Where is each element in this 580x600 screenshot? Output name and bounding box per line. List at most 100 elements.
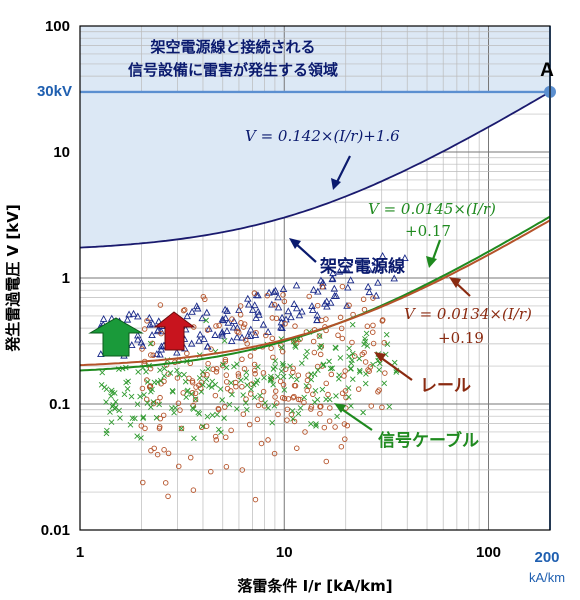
rail-point: [281, 298, 288, 305]
overhead-point: [317, 276, 325, 284]
rail-point: [301, 399, 307, 406]
signal-point: [298, 360, 305, 366]
signal-point: [329, 365, 336, 371]
signal-point: [292, 344, 299, 350]
rail-point: [212, 392, 219, 399]
signal-point: [271, 403, 278, 409]
signal-point: [333, 393, 339, 399]
rail-point: [255, 402, 262, 409]
signal-point: [280, 373, 287, 380]
signal-point: [205, 366, 211, 372]
overhead-equation: V = 0.142×(I/r)+1.6: [245, 127, 400, 145]
signal-point: [313, 423, 319, 429]
signal-point: [161, 373, 167, 379]
rail-point: [332, 424, 338, 430]
signal-point: [281, 387, 288, 393]
fit-line-2: [79, 219, 551, 367]
signal-point: [319, 386, 326, 393]
rail-point: [238, 320, 244, 326]
signal-point: [129, 415, 136, 422]
y-tick-label: 10: [53, 144, 70, 161]
overhead-point: [238, 333, 246, 341]
signal-point: [391, 359, 398, 366]
rail-point: [242, 337, 249, 343]
overhead-point: [221, 314, 230, 322]
rail-point: [187, 454, 194, 461]
rail-point: [271, 302, 278, 308]
signal-point: [244, 406, 250, 413]
rail-point: [228, 427, 234, 434]
overhead-point: [321, 299, 329, 307]
signal-point: [144, 400, 151, 406]
rail-point: [302, 429, 308, 435]
signal-point: [278, 368, 285, 374]
signal-point: [103, 399, 109, 405]
rail-point: [355, 386, 362, 392]
signal-point: [138, 435, 144, 441]
overhead-point: [309, 285, 318, 293]
signal-point: [348, 365, 354, 372]
overhead-label-arrowhead: [289, 238, 301, 249]
signal-point: [357, 369, 363, 375]
overhead-point: [219, 316, 227, 324]
signal-point: [326, 358, 332, 365]
overhead-point: [125, 310, 133, 318]
signal-point: [221, 415, 227, 421]
rail-point: [192, 396, 199, 403]
rail-point: [292, 323, 298, 329]
rail-point: [139, 346, 145, 352]
rail-point: [148, 447, 154, 454]
rail-point: [317, 351, 324, 358]
y-tick-label: 0.01: [41, 522, 70, 539]
overhead-point: [378, 252, 387, 259]
rail-point: [339, 335, 346, 342]
signal-point: [349, 321, 356, 328]
overhead-point: [134, 331, 142, 339]
signal-point: [362, 338, 369, 345]
rail-point: [306, 293, 312, 300]
rail-point: [222, 404, 228, 410]
overhead-point: [195, 336, 203, 344]
rail-point: [254, 416, 261, 423]
signal-point: [304, 348, 310, 355]
signal-point: [356, 367, 363, 374]
rail-point: [213, 323, 219, 329]
signal-point: [214, 411, 220, 418]
signal-point: [346, 345, 352, 352]
fit-lines: [79, 85, 556, 372]
signal-point: [156, 401, 163, 408]
rail-point: [176, 463, 182, 470]
signal-point: [238, 377, 244, 384]
signal-point: [360, 409, 366, 416]
rail-point: [323, 380, 329, 387]
overhead-point: [183, 312, 192, 320]
overhead-point: [344, 283, 352, 291]
signal-point: [206, 383, 212, 389]
rail-point: [213, 437, 220, 443]
rail-point: [273, 400, 280, 406]
rail-label-arrowhead: [374, 352, 386, 362]
red-up-arrow: [153, 311, 196, 351]
signal-point: [144, 379, 151, 385]
signal-point: [192, 396, 199, 403]
rail-point: [177, 407, 183, 413]
rail-point: [162, 480, 169, 486]
rail-point: [337, 314, 344, 321]
overhead-point: [365, 288, 374, 296]
signal-point: [154, 379, 161, 385]
overhead-point: [224, 318, 233, 326]
overhead-point: [249, 305, 257, 313]
rail-point: [268, 345, 274, 351]
signal-point: [218, 429, 224, 436]
overhead-point: [295, 311, 304, 319]
signal-label-arrowhead: [334, 403, 346, 413]
rail-point: [308, 404, 315, 410]
rail-point: [186, 375, 192, 382]
overhead-point: [148, 331, 156, 339]
signal-point: [349, 350, 356, 357]
rail-point: [280, 292, 286, 298]
overhead-point: [309, 305, 317, 313]
signal-label-arrow: [339, 407, 373, 431]
signal-point: [234, 406, 240, 412]
signal-point: [223, 364, 230, 371]
